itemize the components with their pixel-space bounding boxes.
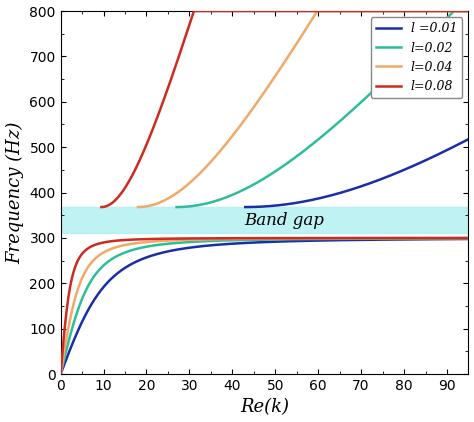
l =0.01 <box>362 237 368 242</box>
l=0.04 <box>362 236 368 241</box>
l=0.02 <box>302 237 308 242</box>
l=0.08 <box>465 235 471 241</box>
l =0.01 <box>393 237 399 242</box>
l=0.02 <box>362 236 368 241</box>
l=0.02 <box>214 238 219 243</box>
l=0.04 <box>393 235 399 241</box>
X-axis label: Re(k): Re(k) <box>240 398 289 417</box>
l=0.04 <box>58 371 64 376</box>
l =0.01 <box>214 242 219 247</box>
l=0.04 <box>132 241 137 246</box>
l=0.04 <box>214 237 219 242</box>
Text: Band gap: Band gap <box>244 212 324 229</box>
Line: l=0.02: l=0.02 <box>61 238 468 374</box>
Line: l=0.08: l=0.08 <box>61 238 468 373</box>
l=0.04 <box>465 235 471 241</box>
l=0.02 <box>393 236 399 241</box>
l =0.01 <box>465 236 471 241</box>
l=0.04 <box>302 236 308 241</box>
l=0.04 <box>323 236 328 241</box>
l=0.08 <box>302 235 308 241</box>
l=0.08 <box>132 237 137 242</box>
l=0.08 <box>58 371 64 376</box>
l=0.08 <box>393 235 399 241</box>
Line: l =0.01: l =0.01 <box>61 239 468 374</box>
Line: l=0.04: l=0.04 <box>61 238 468 374</box>
l =0.01 <box>58 371 64 376</box>
l=0.02 <box>58 371 64 376</box>
l =0.01 <box>302 238 308 243</box>
Legend: l =0.01, l=0.02, l=0.04, l=0.08: l =0.01, l=0.02, l=0.04, l=0.08 <box>371 17 462 98</box>
Bar <box>61 207 468 233</box>
l=0.02 <box>465 236 471 241</box>
l=0.08 <box>323 235 328 241</box>
l=0.02 <box>323 236 328 241</box>
l =0.01 <box>323 238 328 243</box>
l=0.08 <box>214 236 219 241</box>
l=0.02 <box>132 247 137 252</box>
l =0.01 <box>132 260 137 265</box>
Y-axis label: Frequency (Hz): Frequency (Hz) <box>6 122 24 264</box>
l=0.08 <box>362 235 368 241</box>
